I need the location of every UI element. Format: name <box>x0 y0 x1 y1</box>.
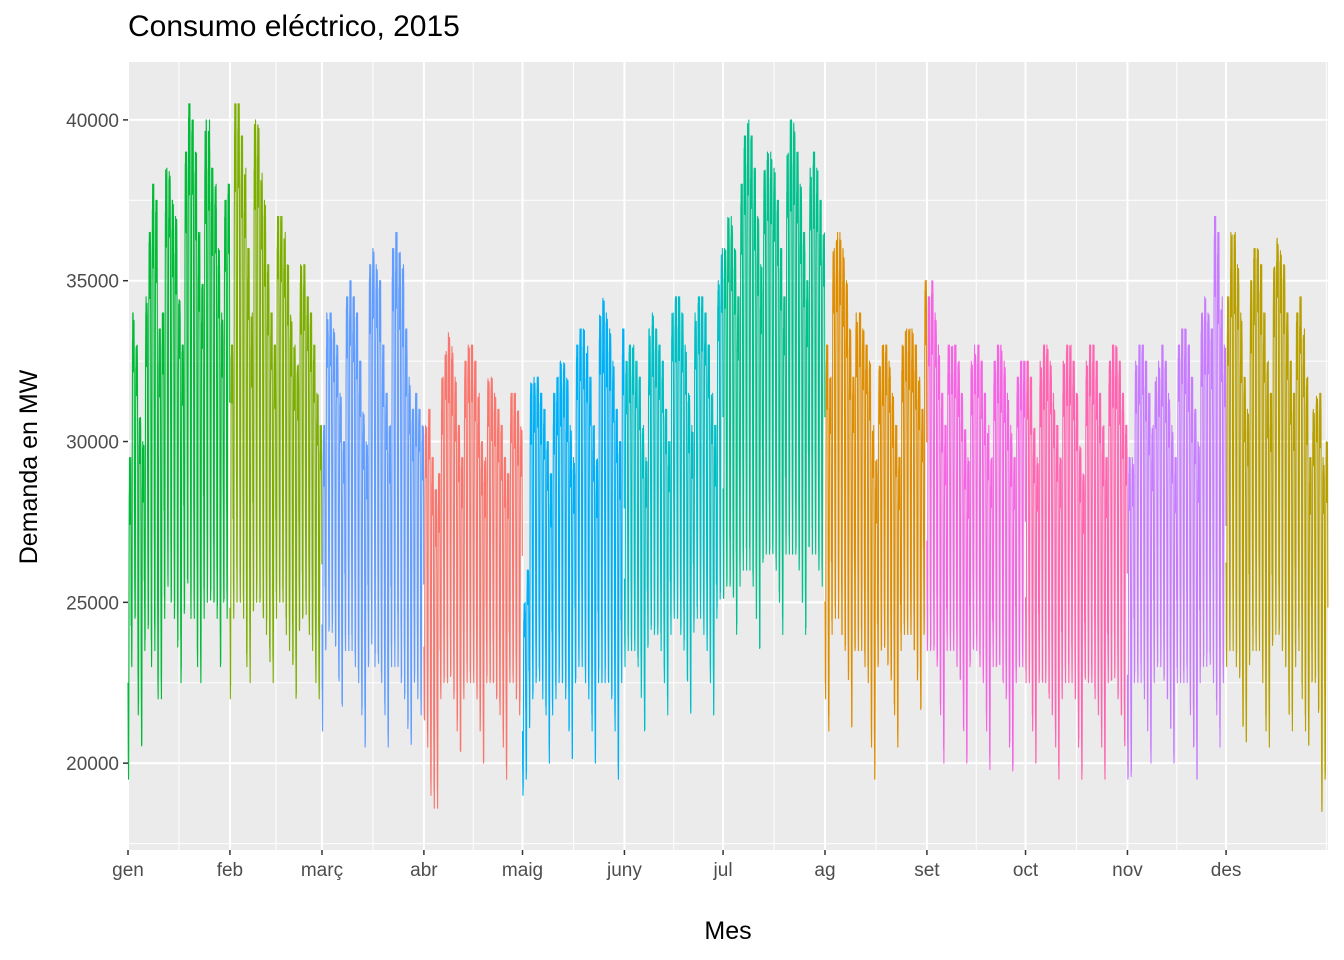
x-tick-label: oct <box>1013 860 1039 881</box>
x-tick-label: gen <box>112 860 144 881</box>
x-axis-title: Mes <box>704 917 751 945</box>
x-tick-label: set <box>914 860 940 881</box>
series-line-ag <box>824 231 928 780</box>
x-tick-label: feb <box>217 860 243 881</box>
x-tick-label: ag <box>814 860 835 881</box>
series-line-feb <box>229 103 323 700</box>
series-line-abr <box>423 332 523 809</box>
series-line-jul <box>722 119 826 649</box>
y-tick-label: 40000 <box>66 111 119 132</box>
series-line-oct <box>1024 344 1128 780</box>
x-tick-label: juny <box>606 860 642 881</box>
y-tick-label: 20000 <box>66 754 119 775</box>
x-tick-label: març <box>301 860 343 881</box>
series-line-juny <box>623 248 724 732</box>
y-tick-label: 35000 <box>66 272 119 293</box>
x-axis: gen feb març abr maig juny jul ag set oct nov des <box>112 850 1241 881</box>
y-axis-title: Demanda en MW <box>15 369 43 564</box>
x-tick-label: jul <box>713 860 733 881</box>
x-tick-label: maig <box>502 860 543 881</box>
y-tick-label: 30000 <box>66 433 119 454</box>
x-tick-label: des <box>1211 860 1242 881</box>
y-axis: 20000 25000 30000 35000 40000 <box>66 111 128 775</box>
series-line-des <box>1225 231 1329 812</box>
x-tick-label: abr <box>410 860 438 881</box>
series-line-nov <box>1126 215 1227 780</box>
series-line-gen <box>127 103 231 780</box>
series-layer <box>127 103 1329 812</box>
x-tick-label: nov <box>1112 860 1143 881</box>
series-line-març <box>321 231 425 748</box>
series-line-set <box>926 280 1026 772</box>
chart-title: Consumo eléctrico, 2015 <box>128 10 460 43</box>
y-tick-label: 25000 <box>66 593 119 614</box>
series-line-maig <box>521 297 625 796</box>
